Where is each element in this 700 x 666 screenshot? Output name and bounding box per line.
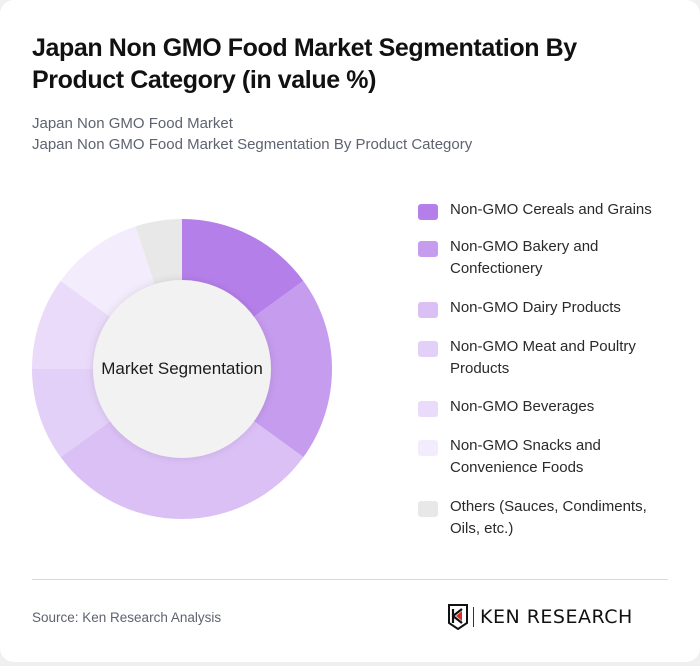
legend-label: Non-GMO Meat and Poultry Products	[450, 338, 636, 377]
subtitle-market: Japan Non GMO Food Market	[32, 115, 233, 132]
center-label: Market Segmentation	[101, 359, 263, 378]
legend-swatch	[418, 401, 438, 417]
footer-divider	[32, 579, 668, 580]
donut-chart-svg	[32, 219, 332, 519]
legend-item-snacks[interactable]: Non-GMO Snacks and Convenience Foods	[418, 435, 678, 479]
legend-swatch	[418, 302, 438, 318]
legend-label: Others (Sauces, Condiments, Oils, etc.)	[450, 498, 647, 537]
legend-swatch	[418, 341, 438, 357]
legend-swatch	[418, 241, 438, 257]
legend-item-meat[interactable]: Non-GMO Meat and Poultry Products	[418, 336, 678, 380]
legend-swatch	[418, 204, 438, 220]
legend-item-bakery[interactable]: Non-GMO Bakery and Confectionery	[418, 236, 678, 280]
chart-subtitle: Japan Non GMO Food Market Japan Non GMO …	[32, 113, 672, 155]
legend-item-cereals[interactable]: Non-GMO Cereals and Grains	[418, 199, 678, 221]
donut-chart: Market Segmentation	[0, 200, 370, 540]
donut-slice[interactable]	[238, 280, 332, 458]
legend-label: Non-GMO Beverages	[450, 398, 595, 415]
ken-research-logo: KEN RESEARCH	[447, 603, 633, 631]
chart-title: Japan Non GMO Food Market Segmentation B…	[32, 34, 577, 94]
legend-swatch	[418, 501, 438, 517]
donut-slice[interactable]	[60, 410, 304, 519]
legend-label: Non-GMO Snacks and Convenience Foods	[450, 437, 601, 476]
legend-item-others[interactable]: Others (Sauces, Condiments, Oils, etc.)	[418, 496, 678, 540]
donut-center	[93, 280, 271, 458]
legend-label: Non-GMO Cereals and Grains	[450, 201, 652, 218]
ken-research-shield-icon	[448, 604, 468, 630]
logo-separator	[473, 607, 474, 627]
legend-item-beverages[interactable]: Non-GMO Beverages	[418, 396, 678, 418]
legend-swatch	[418, 440, 438, 456]
legend-label: Non-GMO Bakery and Confectionery	[450, 238, 599, 277]
legend-label: Non-GMO Dairy Products	[450, 299, 621, 316]
subtitle-segmentation: Japan Non GMO Food Market Segmentation B…	[32, 136, 473, 153]
logo-text: KEN RESEARCH	[480, 606, 633, 628]
source-text: Source: Ken Research Analysis	[32, 610, 222, 625]
legend-item-dairy[interactable]: Non-GMO Dairy Products	[418, 297, 678, 319]
